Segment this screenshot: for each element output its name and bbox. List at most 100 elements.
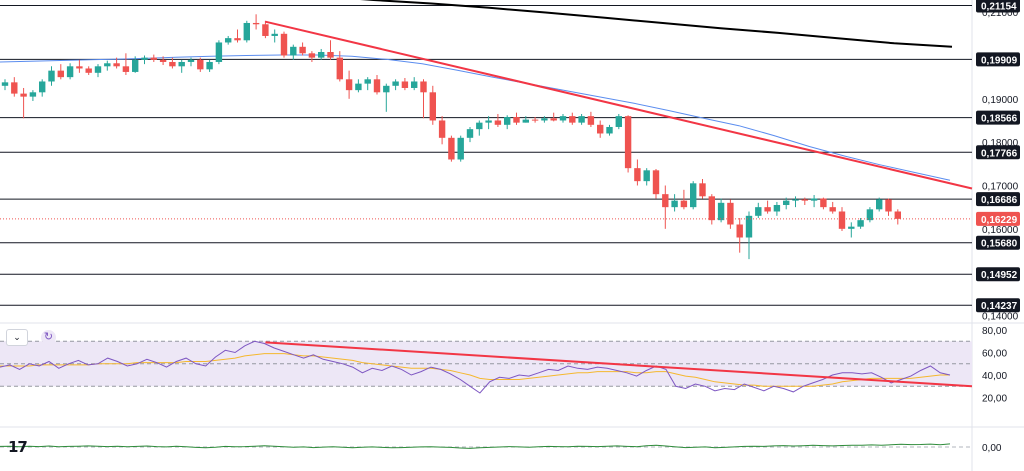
candle-body [857,220,864,227]
candle-body [20,93,27,97]
candle-body [187,59,195,62]
candle-body [820,198,827,208]
candle-body [94,66,102,73]
candle-body [48,70,55,82]
candle-body [225,38,232,43]
level-tag [976,52,1020,67]
candle-body [680,200,688,208]
candle-body [327,52,334,58]
candle-body [132,59,139,72]
candle-body [29,92,37,97]
candle-body [866,209,874,221]
candle-body [838,211,846,229]
candle-body [773,204,781,212]
candle-body [318,52,325,58]
candle-body [587,116,595,125]
candle-body [783,200,790,205]
level-label: 0,18566 [981,114,1018,125]
candle-body [894,211,901,219]
level-tag [976,267,1020,282]
candle-body [457,137,464,160]
candle-body [76,66,83,69]
level-tag [976,192,1020,207]
candle-body [801,199,808,201]
candle-body [308,53,316,58]
current-price-label: 0,16229 [981,215,1018,226]
level-label: 0,14952 [981,270,1018,281]
candle-body [438,120,446,138]
level-label: 0,21154 [981,1,1017,12]
candle-body [792,199,799,201]
candle-body [392,81,399,86]
candle-body [727,202,734,225]
candle-body [122,66,130,72]
candle-body [345,79,353,91]
rsi-line [0,340,951,394]
level-tag [976,298,1020,313]
candle-body [550,118,557,121]
candle-body [494,120,502,125]
candle-body [531,119,539,121]
price-tick-label: 0,19000 [982,95,1019,106]
rsi-trendline [265,341,973,388]
candle-body [401,81,409,88]
candle-body [383,85,390,93]
candle-body [876,199,883,210]
candle-body [624,116,632,169]
candle-body [569,116,576,123]
chevron-down-icon[interactable]: ⌄ [6,329,28,346]
candle-body [662,194,669,208]
candle-body [178,61,185,67]
rsi-tick-label: 20,00 [982,394,1007,405]
candle-body [429,92,436,121]
candle-body [885,199,892,212]
level-label: 0,14237 [981,301,1018,312]
indicator-line [0,443,951,449]
refresh-icon[interactable]: ↻ [41,330,56,345]
candle-body [113,63,120,67]
candle-body [643,170,650,182]
rsi-tick-label: 80,00 [982,326,1007,337]
candle-body [169,61,176,67]
candle-body [448,137,455,160]
candle-body [755,207,762,216]
candle-body [606,126,613,134]
candle-body [57,70,64,78]
price-tick-label: 0,14000 [982,311,1019,322]
tradingview-logo: 17 [8,438,28,456]
candle-body [671,200,678,208]
candle-body [1,82,9,86]
candle-body [476,122,483,130]
candle-body [39,81,46,93]
candle-body [11,82,18,94]
price-trendline [265,20,973,190]
candle-body [764,207,771,212]
level-tag [976,110,1020,125]
candle-body [717,202,725,221]
candle-body [206,61,213,70]
candle-body [504,117,511,125]
candle-body [290,46,297,56]
level-tag [976,145,1020,160]
candle-body [690,183,697,208]
candle-body [541,118,548,121]
candle-body [745,215,753,238]
candle-body [197,59,204,70]
price-tick-label: 0,18000 [982,138,1019,149]
price-tick-label: 0,21000 [982,8,1019,19]
candle-body [615,116,622,127]
short-moving-average [0,54,951,181]
candle-body [355,83,362,91]
level-label: 0,15680 [981,239,1018,250]
candle-body [810,198,818,201]
candle-body [522,119,529,123]
candle-body [736,224,743,238]
level-label: 0,16686 [981,195,1018,206]
candle-body [411,81,418,88]
candle-body [262,24,269,36]
rsi-signal-line [0,353,950,387]
candle-body [141,57,148,60]
candle-body [104,63,111,67]
current-price-tag [976,211,1020,226]
